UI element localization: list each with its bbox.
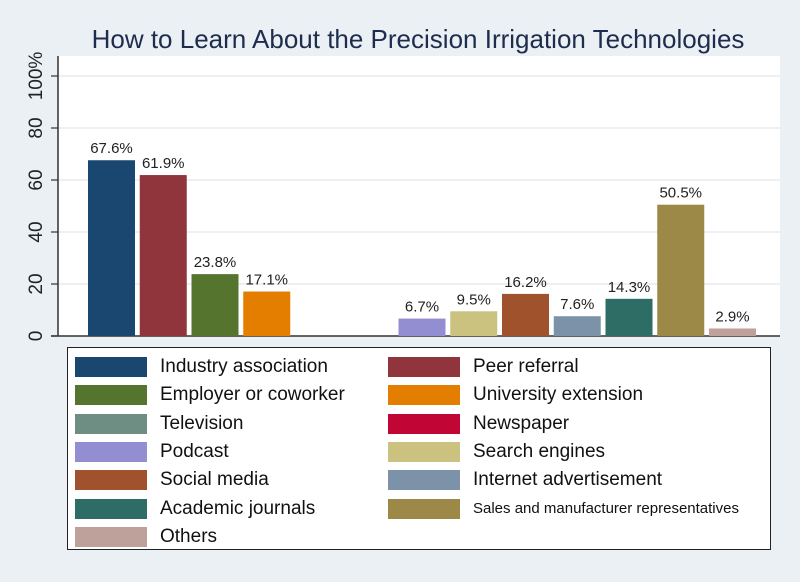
data-label: 6.7% [405, 299, 439, 316]
legend-item: Others [75, 526, 217, 548]
data-label: 7.6% [560, 296, 594, 313]
legend-swatch [75, 498, 147, 519]
bar-social-media [502, 293, 549, 336]
legend-item: Academic journals [75, 498, 315, 520]
legend-swatch [388, 470, 460, 491]
data-label: 50.5% [659, 185, 702, 202]
bar-podcast [398, 318, 446, 336]
legend-swatch [388, 413, 460, 434]
data-label: 23.8% [194, 254, 237, 271]
y-tick-label: 60 [26, 169, 47, 190]
y-tick-label: 100% [26, 52, 47, 101]
y-tick-label: 80 [26, 117, 47, 138]
legend-swatch [75, 441, 147, 462]
legend-label: Social media [160, 469, 269, 491]
data-label: 9.5% [457, 291, 491, 308]
legend-item: Television [75, 413, 243, 435]
legend-item: Search engines [388, 441, 605, 463]
legend-swatch [75, 413, 147, 434]
legend-swatch [75, 385, 147, 406]
y-tick-label: 20 [26, 273, 47, 294]
chart-title: How to Learn About the Precision Irrigat… [92, 24, 745, 54]
legend-label: Employer or coworker [160, 384, 345, 406]
legend-swatch [75, 526, 147, 547]
legend-item: Employer or coworker [75, 384, 345, 406]
legend-item: Internet advertisement [388, 469, 662, 491]
legend-item: Newspaper [388, 413, 569, 435]
legend: Industry association Peer referral Employe… [67, 347, 771, 550]
legend-label: Others [160, 525, 218, 547]
legend-label: Search engines [473, 440, 606, 462]
legend-item: Sales and manufacturer representatives [388, 498, 739, 520]
legend-label: Podcast [160, 440, 229, 462]
data-label: 67.6% [90, 140, 133, 157]
bar-academic-journals [605, 298, 653, 336]
bar-internet-advertisement [553, 316, 601, 336]
legend-label: Television [160, 412, 244, 434]
legend-swatch [388, 385, 460, 406]
legend-item: Peer referral [388, 356, 579, 378]
bar-sales-and-manufacturer-representatives [657, 204, 705, 336]
legend-item: Industry association [75, 356, 328, 378]
legend-item: University extension [388, 384, 643, 406]
legend-swatch [388, 441, 460, 462]
y-tick-label: 40 [26, 221, 47, 242]
legend-swatch [388, 498, 460, 519]
legend-label: Newspaper [473, 412, 570, 434]
bar-university-extension [243, 291, 291, 336]
data-label: 2.9% [715, 308, 749, 325]
bar-search-engines [450, 311, 498, 336]
bar-industry-association [88, 160, 135, 336]
bar-peer-referral [139, 175, 187, 336]
legend-item: Podcast [75, 441, 229, 463]
legend-label: Academic journals [160, 497, 316, 519]
data-label: 17.1% [245, 272, 288, 289]
data-label: 61.9% [142, 155, 185, 172]
legend-label: Internet advertisement [473, 469, 663, 491]
legend-swatch [388, 357, 460, 377]
legend-label: University extension [473, 384, 644, 406]
legend-swatch [75, 357, 147, 377]
data-label: 14.3% [608, 279, 651, 296]
data-label: 16.2% [504, 274, 547, 291]
legend-item: Social media [75, 469, 269, 491]
legend-label: Sales and manufacturer representatives [473, 500, 739, 517]
legend-swatch [75, 470, 147, 491]
bar-employer-or-coworker [191, 274, 239, 336]
y-tick-label: 0 [26, 331, 47, 342]
legend-label: Industry association [160, 356, 328, 377]
bar-others [709, 328, 756, 336]
legend-label: Peer referral [473, 356, 579, 377]
